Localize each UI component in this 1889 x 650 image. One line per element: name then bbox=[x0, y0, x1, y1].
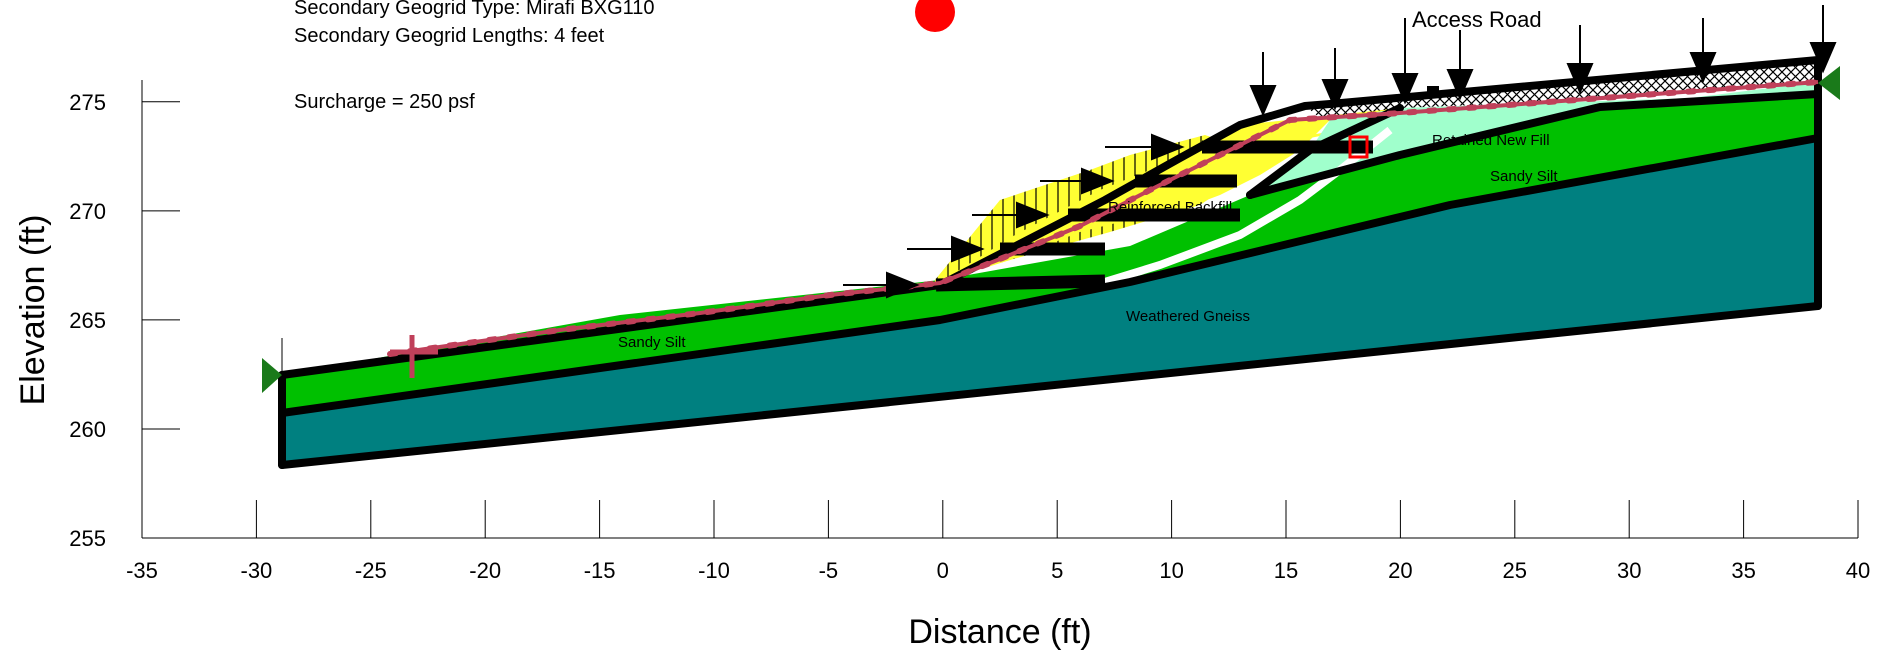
x-tick-label: 20 bbox=[1388, 558, 1412, 583]
y-tick-label: 270 bbox=[69, 199, 106, 224]
horizontal-load-arrows bbox=[843, 133, 1185, 299]
y-ticks: 255 260 265 270 275 bbox=[69, 90, 180, 551]
surcharge-text: Surcharge = 250 psf bbox=[294, 91, 475, 113]
gneiss-bottom-line bbox=[278, 302, 1822, 469]
retained-new-fill-label: Retained New Fill bbox=[1432, 132, 1550, 149]
x-tick-label: -35 bbox=[126, 558, 158, 583]
x-tick-label: -20 bbox=[469, 558, 501, 583]
weathered-gneiss-label: Weathered Gneiss bbox=[1126, 308, 1250, 325]
x-tick-label: -30 bbox=[241, 558, 273, 583]
x-tick-label: 10 bbox=[1159, 558, 1183, 583]
x-tick-label: 15 bbox=[1274, 558, 1298, 583]
x-axis-label: Distance (ft) bbox=[908, 613, 1091, 650]
x-tick-label: 35 bbox=[1731, 558, 1755, 583]
x-tick-label: -10 bbox=[698, 558, 730, 583]
x-tick-label: 5 bbox=[1051, 558, 1063, 583]
right-boundary-flag bbox=[1818, 66, 1840, 100]
excavation-line bbox=[1093, 126, 1393, 289]
reinforced-backfill-label: Reinforced Backfill bbox=[1108, 199, 1232, 216]
x-tick-label: 0 bbox=[937, 558, 949, 583]
load-arrows bbox=[843, 5, 1837, 299]
geogrid-type-text: Secondary Geogrid Type: Mirafi BXG110 bbox=[294, 0, 655, 19]
x-tick-label: 30 bbox=[1617, 558, 1641, 583]
x-ticks: -35 -30 -25 -20 -15 -10 -5 0 5 10 15 20 25 30 35 40 bbox=[126, 500, 1870, 583]
geogrid-lengths-text: Secondary Geogrid Lengths: 4 feet bbox=[294, 25, 605, 47]
y-tick-label: 260 bbox=[69, 417, 106, 442]
y-tick-label: 255 bbox=[69, 526, 106, 551]
left-boundary-flag bbox=[262, 358, 282, 393]
y-axis-label: Elevation (ft) bbox=[14, 215, 52, 406]
sandy-silt-lower-label: Sandy Silt bbox=[618, 334, 686, 351]
vertical-surcharge-arrows bbox=[1249, 5, 1837, 117]
boundary-flags bbox=[262, 66, 1840, 393]
x-tick-label: -15 bbox=[584, 558, 616, 583]
annotations: Secondary Geogrid Type: Mirafi BXG110 Se… bbox=[294, 0, 1542, 113]
sandy-silt-bottom-line bbox=[278, 134, 1822, 417]
soil-layers bbox=[282, 60, 1818, 465]
y-tick-label: 275 bbox=[69, 90, 106, 115]
x-tick-label: -25 bbox=[355, 558, 387, 583]
slip-surface bbox=[387, 0, 1821, 378]
axes: -35 -30 -25 -20 -15 -10 -5 0 5 10 15 20 25 30 35 40 255… bbox=[14, 80, 1870, 650]
y-tick-label: 265 bbox=[69, 308, 106, 333]
material-labels: Retained New Fill Sandy Silt Reinforced … bbox=[618, 132, 1558, 351]
sandy-silt-lower-layer bbox=[282, 94, 1818, 413]
slip-center-marker bbox=[915, 0, 955, 32]
sandy-silt-top-line bbox=[1246, 90, 1822, 199]
x-tick-label: -5 bbox=[819, 558, 839, 583]
sandy-silt-upper-label: Sandy Silt bbox=[1490, 168, 1558, 185]
x-tick-label: 40 bbox=[1846, 558, 1870, 583]
slip-exit-marker bbox=[1348, 135, 1369, 159]
geogrid-1 bbox=[935, 274, 1106, 292]
x-tick-label: 25 bbox=[1503, 558, 1527, 583]
access-road-label: Access Road bbox=[1412, 7, 1542, 32]
